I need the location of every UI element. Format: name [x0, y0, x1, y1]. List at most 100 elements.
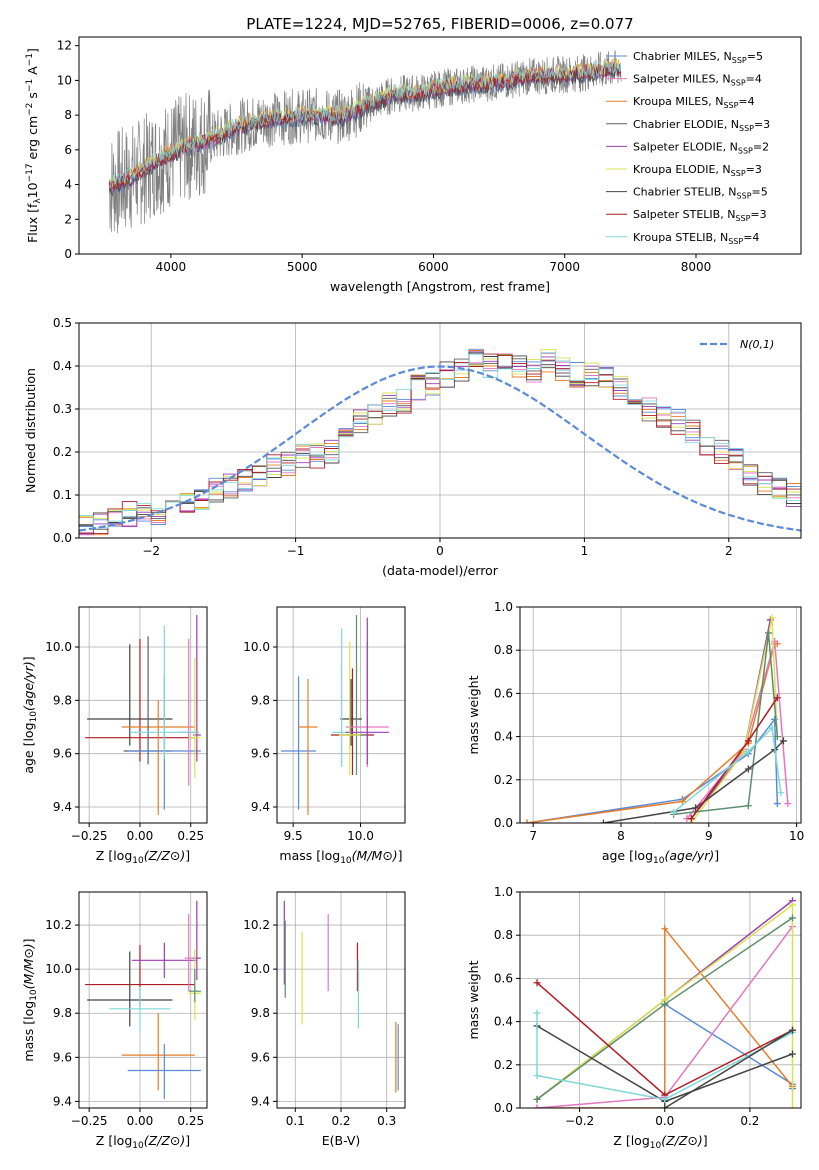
- weight-line: [673, 726, 782, 813]
- axes-frame: [519, 606, 802, 824]
- y-tick-label: 0.8: [494, 928, 513, 942]
- histogram-step: [79, 348, 801, 538]
- y-tick-label: 0.0: [494, 1101, 513, 1115]
- model-spectrum-line: [108, 59, 621, 189]
- y-tick-label: 0.5: [53, 316, 72, 330]
- legend-label: Kroupa STELIB, NSSP=4: [633, 231, 759, 246]
- x-tick-label: −1: [287, 544, 305, 558]
- weight-marker: [784, 800, 792, 808]
- y-tick-label: 0.0: [53, 531, 72, 545]
- weight-marker: [692, 804, 700, 812]
- weight-marker: [788, 1104, 796, 1108]
- x-tick-label: 5000: [287, 260, 318, 274]
- y-tick-label: 0.3: [53, 402, 72, 416]
- weight-marker: [788, 914, 796, 922]
- x-tick-label: −0.25: [71, 1114, 108, 1128]
- weight-marker: [768, 724, 776, 732]
- y-tick-label: 0.0: [494, 816, 513, 830]
- x-tick-label: 0.3: [377, 1114, 396, 1128]
- weight-marker: [661, 1095, 669, 1103]
- y-tick-label: 9.6: [251, 747, 270, 761]
- x-axis-label: wavelength [Angstrom, rest frame]: [330, 279, 550, 294]
- figure-title: PLATE=1224, MJD=52765, FIBERID=0006, z=0…: [246, 15, 633, 33]
- weight-marker: [744, 802, 752, 810]
- x-tick-label: 0.25: [177, 1114, 204, 1128]
- axes-frame: [78, 36, 802, 255]
- y-tick-label: 10.2: [45, 918, 72, 932]
- histogram-step: [79, 352, 801, 538]
- x-tick-label: 8000: [681, 260, 712, 274]
- weight-marker: [788, 901, 796, 909]
- model-spectrum-line: [108, 58, 621, 191]
- y-tick-label: 0.2: [53, 445, 72, 459]
- legend-label: Chabrier MILES, NSSP=5: [633, 50, 763, 65]
- chart-mass_vs_EBV: 0.1 0.2 0.3 9.4 9.6 9.8 10.0 10.2 E(B-V): [243, 891, 406, 1148]
- plot-area: [79, 348, 801, 538]
- weight-marker: [599, 819, 607, 823]
- y-tick-label: 0.4: [494, 730, 513, 744]
- plot-area: [108, 50, 622, 234]
- y-tick-label: 9.6: [53, 747, 72, 761]
- x-axis-label: (data-model)/error: [382, 563, 499, 578]
- y-tick-label: 10.2: [243, 918, 270, 932]
- y-tick-label: 4: [64, 178, 72, 192]
- weight-marker: [768, 614, 776, 622]
- weight-marker: [533, 979, 541, 987]
- x-tick-label: −2: [142, 544, 160, 558]
- x-tick-label: 8: [617, 829, 625, 843]
- chart-mass_weight_vs_Z: −0.2 0.0 0.2 0.0 0.2 0.4 0.6 0.8 1.0 Z [log10(Z/Z…: [466, 885, 802, 1151]
- chart-mass_vs_Z: −0.25 0.00 0.25 9.4 9.6 9.8 10.0 10.2 Z [log10(Z…: [21, 891, 208, 1151]
- y-tick-label: 0.6: [494, 971, 513, 985]
- x-tick-label: 0.25: [177, 829, 204, 843]
- x-tick-label: 4000: [156, 260, 187, 274]
- y-tick-label: 0.4: [53, 359, 72, 373]
- y-tick-label: 2: [64, 212, 72, 226]
- y-tick-label: 10.0: [243, 962, 270, 976]
- weight-line: [537, 926, 794, 1108]
- chart-residuals: N(0,1) −2 −1 0 1 2 0.0 0.1 0.2 0.3 0.4 0.5 (data-mod…: [23, 316, 802, 578]
- weight-marker: [788, 1050, 796, 1058]
- y-tick-label: 9.8: [53, 1006, 72, 1020]
- y-tick-label: 9.6: [251, 1050, 270, 1064]
- chart-age_vs_mass: 9.5 10.0 9.4 9.6 9.8 10.0 mass [log10(M/M⊙)]: [243, 606, 406, 866]
- x-tick-label: 0.00: [127, 829, 154, 843]
- weight-marker: [533, 1104, 541, 1108]
- y-tick-label: 9.4: [53, 1094, 72, 1108]
- weight-marker: [678, 797, 686, 805]
- weight-marker: [687, 815, 695, 823]
- x-tick-label: 0.1: [286, 1114, 305, 1128]
- x-axis-label: Z [log10(Z/Z⊙)]: [96, 1133, 190, 1151]
- weight-line: [536, 903, 794, 1108]
- y-tick-label: 0.2: [494, 1058, 513, 1072]
- axes-frame: [276, 606, 406, 824]
- plot-area: [533, 897, 796, 1108]
- x-tick-label: 7: [529, 829, 537, 843]
- histogram-step: [79, 352, 801, 538]
- weight-line: [690, 617, 779, 823]
- y-tick-label: 1.0: [494, 885, 513, 899]
- legend-label: N(0,1): [740, 338, 774, 351]
- weight-marker: [661, 1000, 669, 1008]
- legend-label: Chabrier STELIB, NSSP=5: [633, 186, 768, 201]
- y-tick-label: 9.4: [251, 800, 270, 814]
- y-tick-label: 0.6: [494, 686, 513, 700]
- axes-frame: [519, 891, 802, 1109]
- histogram-step: [79, 353, 801, 538]
- weight-marker: [779, 737, 787, 745]
- legend-label: Salpeter ELODIE, NSSP=2: [633, 140, 769, 155]
- y-tick-label: 0.4: [494, 1015, 513, 1029]
- y-tick-label: 0.1: [53, 488, 72, 502]
- weight-marker: [773, 733, 781, 741]
- weight-line: [526, 642, 778, 823]
- y-axis-label: Normed distribution: [23, 368, 38, 493]
- histogram-step: [79, 350, 801, 538]
- x-tick-label: 0.2: [740, 1114, 759, 1128]
- normal-curve: [79, 365, 801, 532]
- weight-marker: [533, 1072, 541, 1080]
- x-tick-label: 1: [581, 544, 589, 558]
- legend-label: Kroupa ELODIE, NSSP=3: [633, 163, 762, 178]
- x-tick-label: 0: [436, 544, 444, 558]
- axes-frame: [78, 606, 208, 824]
- chart-mass_weight_vs_age: 7 8 9 10 0.0 0.2 0.4 0.6 0.8 1.0 age [log10(age/yr…: [466, 600, 804, 866]
